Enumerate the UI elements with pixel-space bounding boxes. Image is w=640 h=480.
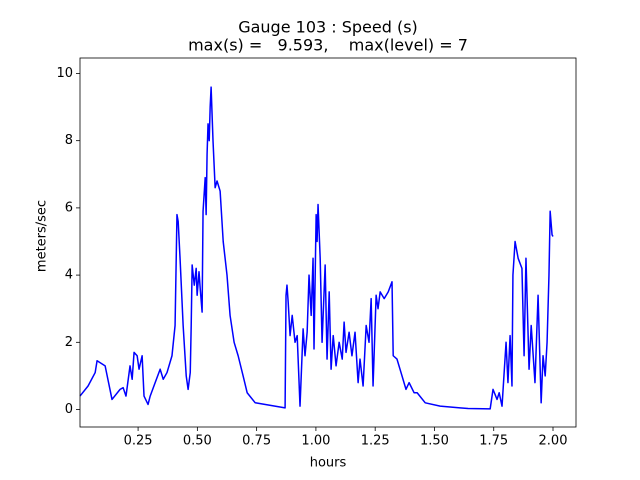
y-axis-label: meters/sec: [35, 200, 50, 272]
x-axis-label: hours: [310, 456, 347, 471]
y-tick-label: 0: [65, 402, 73, 417]
x-tick-label: 2.00: [539, 434, 568, 449]
y-tick-label: 2: [65, 335, 73, 350]
x-tick-label: 1.50: [420, 434, 449, 449]
x-tick-label: 0.75: [242, 434, 271, 449]
data-line: [79, 86, 554, 410]
y-tick-label: 4: [65, 268, 73, 283]
plot-frame: [79, 57, 577, 428]
x-tick-label: 0.50: [183, 434, 212, 449]
y-tick-label: 8: [65, 133, 73, 148]
x-tick-label: 0.25: [124, 434, 153, 449]
x-tick-label: 1.00: [301, 434, 330, 449]
y-tick-label: 6: [65, 200, 73, 215]
chart-title: Gauge 103 : Speed (s): [238, 18, 418, 37]
x-tick-label: 1.75: [479, 434, 508, 449]
x-tick-label: 1.25: [361, 434, 390, 449]
chart-subtitle: max(s) = 9.593, max(level) = 7: [188, 36, 468, 55]
y-tick-label: 10: [56, 66, 73, 81]
